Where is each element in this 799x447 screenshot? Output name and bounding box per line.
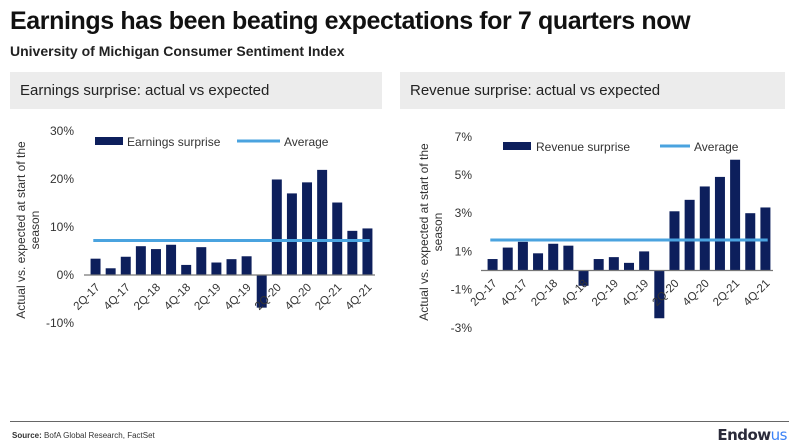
x-tick-label: 4Q-18 [560,278,591,309]
logo-main: Endow [717,426,771,444]
x-tick-label: 2Q-18 [529,278,560,309]
bar-3Q-18 [166,244,177,275]
x-tick-label: 4Q-21 [343,282,374,313]
y-tick-label: 3% [455,206,473,220]
endowus-logo: Endowus [717,426,787,444]
legend-bar-swatch [503,142,531,150]
source-text: BofA Global Research, FactSet [44,431,155,440]
y-axis-label-line: Actual vs. expected at start of the [14,141,28,319]
x-tick-label: 2Q-17 [469,278,500,309]
y-tick-label: 30% [50,124,74,138]
bar-2Q-21 [730,159,741,271]
footer-divider [10,421,789,422]
bar-3Q-21 [745,213,756,271]
bar-3Q-20 [286,193,297,275]
bar-3Q-20 [684,199,695,271]
bar-2Q-17 [487,259,498,271]
x-tick-label: 4Q-21 [741,278,772,309]
bar-3Q-17 [105,268,116,275]
legend-bar-swatch [95,137,123,145]
y-axis-label-line: season [28,211,42,250]
bar-2Q-19 [608,257,619,271]
source-note: Source: BofA Global Research, FactSet [12,431,155,440]
x-tick-label: 2Q-17 [72,282,103,313]
x-tick-label: 2Q-18 [132,282,163,313]
y-tick-label: 7% [455,130,473,144]
bar-1Q-19 [196,247,207,275]
x-tick-label: 4Q-18 [162,282,193,313]
bar-1Q-19 [593,259,604,271]
bar-4Q-20 [302,182,313,275]
bar-4Q-21 [362,228,373,275]
legend-average-label: Average [284,135,329,149]
bar-4Q-20 [699,186,710,271]
legend-bar-label: Earnings surprise [127,135,221,149]
x-tick-label: 4Q-20 [681,278,712,309]
x-tick-label: 2Q-21 [711,278,742,309]
y-tick-label: 20% [50,172,74,186]
source-label: Source: [12,431,42,440]
y-axis-label: Actual vs. expected at start of theseaso… [14,141,42,319]
legend-bar-label: Revenue surprise [536,140,630,154]
bar-2Q-20 [271,179,282,275]
y-tick-label: -1% [451,283,473,297]
y-tick-label: 1% [455,244,473,258]
bar-4Q-17 [120,256,131,275]
x-tick-label: 2Q-19 [590,278,621,309]
bar-3Q-21 [347,230,358,275]
y-axis-label: Actual vs. expected at start of theseaso… [417,143,445,321]
bar-1Q-20 [256,275,267,308]
revenue-chart-title: Revenue surprise: actual vs expected [400,72,785,109]
earnings-chart-title: Earnings surprise: actual vs expected [10,72,382,109]
bar-2Q-18 [548,243,559,271]
x-tick-label: 4Q-19 [223,282,254,313]
y-tick-label: -10% [46,316,74,330]
bar-1Q-20 [654,270,665,319]
bar-3Q-17 [502,247,513,271]
bar-1Q-18 [135,246,146,275]
bar-4Q-17 [517,241,528,271]
y-tick-label: 10% [50,220,74,234]
x-tick-label: 4Q-20 [283,282,314,313]
bar-4Q-18 [578,270,589,286]
bar-4Q-19 [241,256,252,275]
x-tick-label: 2Q-21 [313,282,344,313]
bar-1Q-18 [533,253,544,271]
y-axis-label-line: season [431,213,445,252]
x-tick-label: 2Q-19 [192,282,223,313]
bar-2Q-19 [211,262,222,275]
bar-4Q-19 [639,251,650,271]
legend-average-label: Average [694,140,739,154]
x-tick-label: 4Q-19 [620,278,651,309]
page-subtitle: University of Michigan Consumer Sentimen… [10,43,345,59]
y-tick-label: 0% [57,268,75,282]
bar-3Q-19 [226,259,237,275]
bar-2Q-17 [90,258,101,275]
page-title: Earnings has been beating expectations f… [10,7,691,35]
x-tick-label: 4Q-17 [102,282,133,313]
y-axis-label-line: Actual vs. expected at start of the [417,143,431,321]
y-tick-label: -3% [451,321,473,335]
bar-2Q-21 [332,202,343,275]
bar-3Q-19 [623,262,635,271]
bar-1Q-21 [714,176,725,271]
bar-3Q-18 [563,245,574,271]
y-tick-label: 5% [455,168,473,182]
x-tick-label: 4Q-17 [499,278,530,309]
logo-accent: us [770,426,788,444]
bar-1Q-21 [317,169,328,275]
bar-2Q-18 [150,249,161,275]
bar-4Q-18 [181,264,192,275]
